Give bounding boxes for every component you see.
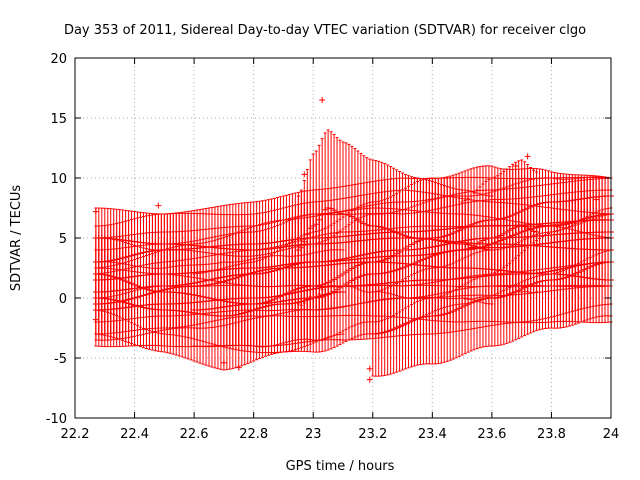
data-series [92,97,614,383]
